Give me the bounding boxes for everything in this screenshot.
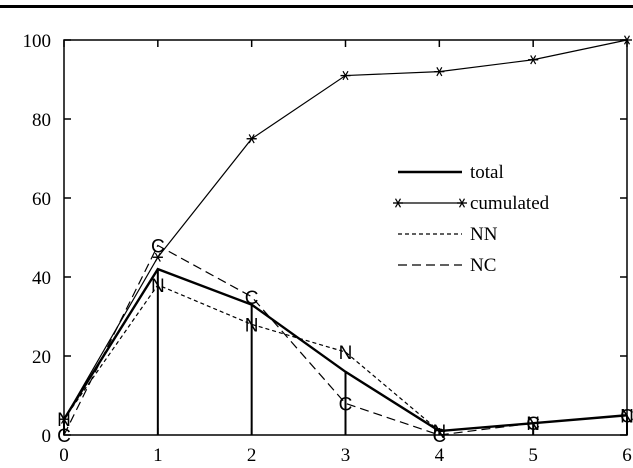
x-tick-label: 5 bbox=[528, 445, 538, 466]
legend-label-NN: NN bbox=[470, 224, 498, 245]
legend-label-cumulated: cumulated bbox=[470, 193, 550, 214]
cumulated-point bbox=[59, 414, 69, 424]
cumulated-point bbox=[622, 35, 632, 45]
marker-NC: C bbox=[526, 414, 540, 435]
x-tick-label: 0 bbox=[59, 445, 69, 466]
series-line-total bbox=[62, 267, 628, 433]
marker-NN: N bbox=[245, 315, 259, 336]
series-line-NC bbox=[63, 244, 628, 436]
cumulated-point bbox=[152, 252, 163, 262]
legend-label-NC: NC bbox=[470, 255, 496, 276]
marker-NC: C bbox=[620, 406, 633, 427]
y-tick-label: 20 bbox=[32, 347, 51, 368]
x-tick-label: 2 bbox=[247, 445, 257, 466]
marker-NN: N bbox=[432, 422, 446, 443]
y-tick-label: 80 bbox=[32, 110, 51, 131]
marker-NC: C bbox=[57, 426, 71, 447]
legend-label-total: total bbox=[470, 162, 504, 183]
series-line-NN bbox=[63, 284, 628, 432]
cumulated-point bbox=[246, 134, 257, 144]
marker-NN: N bbox=[57, 410, 71, 431]
y-tick-label: 100 bbox=[23, 31, 52, 52]
marker-NN: N bbox=[526, 414, 540, 435]
legend-star bbox=[393, 198, 403, 208]
y-tick-label: 60 bbox=[32, 189, 51, 210]
marker-NC: C bbox=[339, 394, 353, 415]
legend-star bbox=[457, 198, 467, 208]
marker-NN: N bbox=[151, 276, 165, 297]
y-tick-label: 0 bbox=[42, 426, 52, 447]
x-tick-label: 3 bbox=[341, 445, 351, 466]
impulse-bars bbox=[63, 269, 628, 435]
marker-NN: N bbox=[620, 406, 633, 427]
x-tick-label: 4 bbox=[435, 445, 445, 466]
cumulated-point bbox=[434, 66, 445, 77]
marker-NN: N bbox=[339, 343, 353, 364]
x-tick-label: 1 bbox=[153, 445, 163, 466]
x-tick-label: 6 bbox=[622, 445, 632, 466]
cumulated-point bbox=[340, 70, 351, 81]
marker-NC: C bbox=[245, 288, 259, 309]
marker-NC: C bbox=[151, 236, 165, 257]
cumulated-point bbox=[528, 55, 539, 65]
legend: total cumulated NN NC bbox=[393, 162, 550, 276]
marker-NC: C bbox=[432, 426, 446, 447]
y-tick-label: 40 bbox=[32, 268, 51, 289]
